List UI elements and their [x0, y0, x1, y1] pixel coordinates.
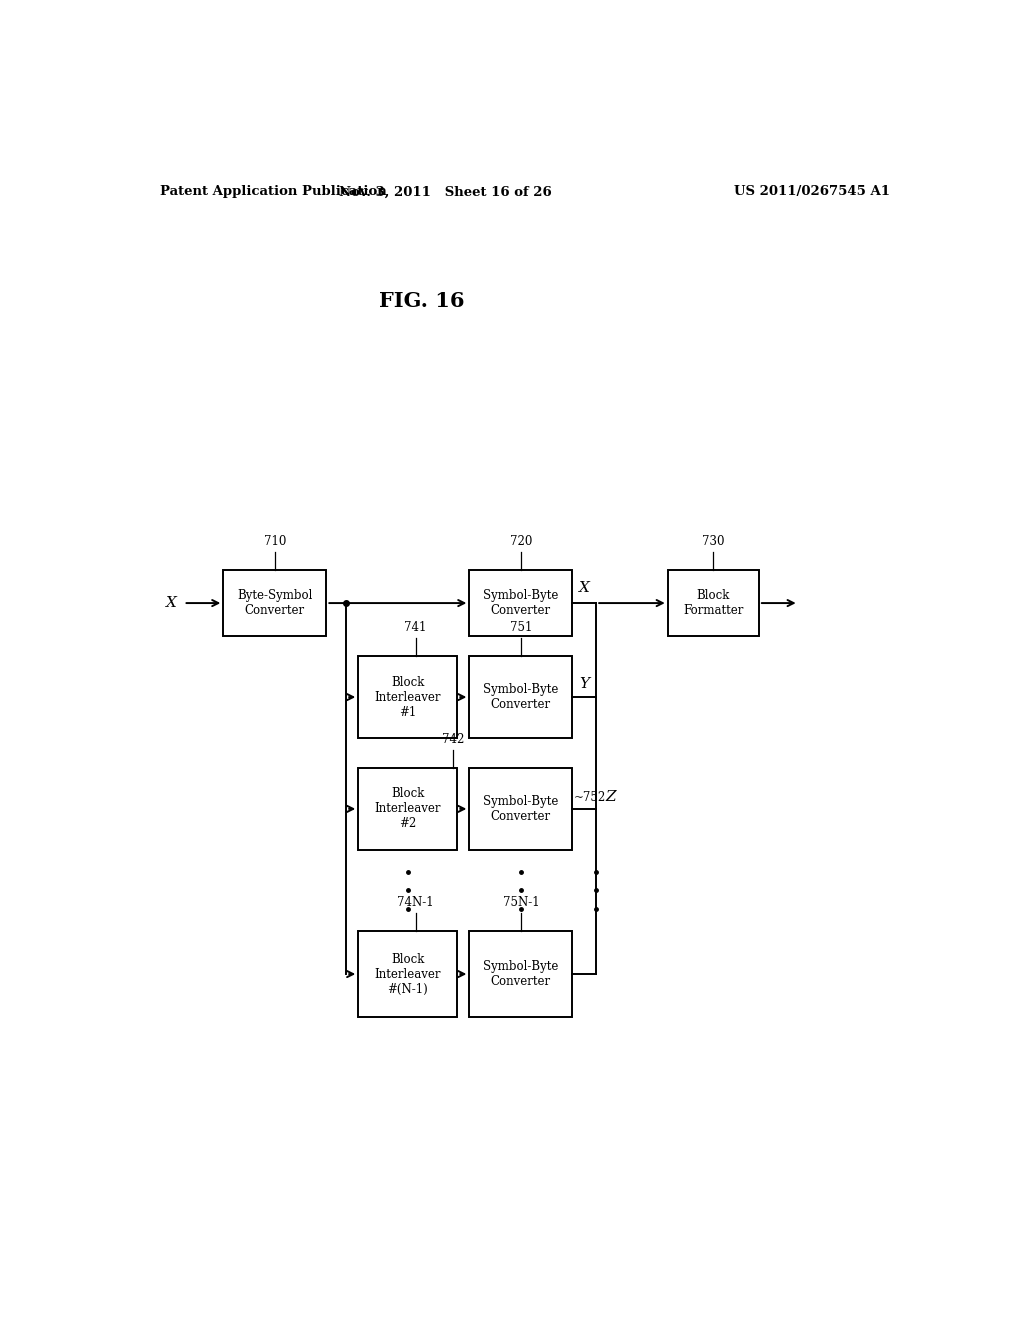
Bar: [358, 656, 458, 738]
Bar: [469, 656, 572, 738]
Text: US 2011/0267545 A1: US 2011/0267545 A1: [734, 185, 890, 198]
Text: Nov. 3, 2011   Sheet 16 of 26: Nov. 3, 2011 Sheet 16 of 26: [339, 185, 552, 198]
Text: 710: 710: [263, 535, 286, 548]
Text: Byte-Symbol
Converter: Byte-Symbol Converter: [238, 589, 312, 616]
Text: Block
Formatter: Block Formatter: [683, 589, 743, 616]
Text: 74N-1: 74N-1: [397, 895, 434, 908]
Bar: [358, 768, 458, 850]
Text: ~752: ~752: [574, 791, 606, 804]
Bar: [469, 570, 572, 636]
Text: 75N-1: 75N-1: [503, 895, 540, 908]
Bar: [223, 570, 327, 636]
Text: X: X: [166, 597, 177, 610]
Text: FIG. 16: FIG. 16: [379, 290, 464, 310]
Text: 720: 720: [510, 535, 532, 548]
Text: Z: Z: [606, 789, 616, 804]
Text: 730: 730: [702, 535, 725, 548]
Bar: [668, 570, 759, 636]
Text: Block
Interleaver
#(N-1): Block Interleaver #(N-1): [375, 953, 441, 995]
Text: 751: 751: [510, 622, 532, 634]
Text: Patent Application Publication: Patent Application Publication: [160, 185, 386, 198]
Text: 741: 741: [404, 622, 427, 634]
Text: Block
Interleaver
#1: Block Interleaver #1: [375, 676, 441, 718]
Text: Block
Interleaver
#2: Block Interleaver #2: [375, 788, 441, 830]
Text: X: X: [579, 581, 590, 595]
Text: Symbol-Byte
Converter: Symbol-Byte Converter: [483, 960, 558, 989]
Bar: [469, 931, 572, 1018]
Bar: [358, 931, 458, 1018]
Text: Symbol-Byte
Converter: Symbol-Byte Converter: [483, 682, 558, 711]
Text: Symbol-Byte
Converter: Symbol-Byte Converter: [483, 795, 558, 822]
Text: Y: Y: [579, 677, 589, 690]
Text: 742: 742: [442, 733, 465, 746]
Bar: [469, 768, 572, 850]
Text: Symbol-Byte
Converter: Symbol-Byte Converter: [483, 589, 558, 616]
